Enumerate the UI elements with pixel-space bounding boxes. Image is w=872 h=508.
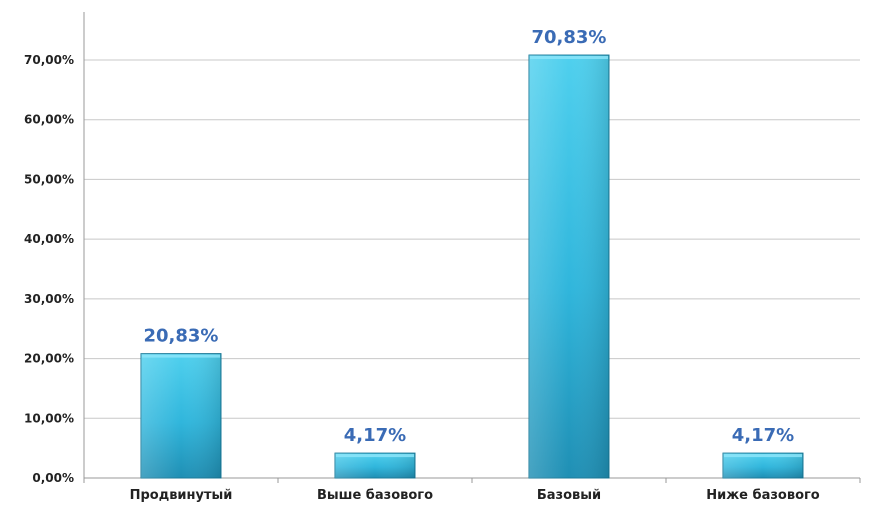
- y-tick-label: 40,00%: [24, 232, 74, 246]
- bar-highlight: [142, 354, 220, 358]
- category-label: Базовый: [537, 488, 601, 503]
- bars: [140, 54, 804, 479]
- y-tick-label: 0,00%: [32, 471, 74, 485]
- category-labels: Продвинутый Выше базового Базовый Ниже базо…: [130, 488, 820, 503]
- bar-shading: [335, 453, 415, 478]
- data-label: 4,17%: [344, 425, 406, 446]
- bar: [140, 353, 222, 479]
- bar-highlight: [724, 454, 802, 458]
- y-tick-label: 10,00%: [24, 411, 74, 425]
- y-tick-label: 70,00%: [24, 53, 74, 67]
- y-tick-label: 20,00%: [24, 352, 74, 366]
- bar-shading: [529, 55, 609, 479]
- y-tick-label: 60,00%: [24, 113, 74, 127]
- data-labels: 20,83% 4,17% 70,83% 4,17%: [144, 27, 795, 446]
- bar-highlight: [336, 454, 414, 458]
- bar-shading: [141, 353, 221, 478]
- y-tick-labels: 0,00% 10,00% 20,00% 30,00% 40,00% 50,00% 60,00…: [24, 53, 74, 485]
- bar: [722, 452, 804, 479]
- y-tick-label: 30,00%: [24, 292, 74, 306]
- category-label: Ниже базового: [706, 488, 820, 503]
- y-tick-label: 50,00%: [24, 172, 74, 186]
- bar-highlight: [530, 56, 608, 60]
- bar-shading: [723, 453, 803, 478]
- category-label: Продвинутый: [130, 488, 233, 503]
- data-label: 4,17%: [732, 425, 794, 446]
- data-label: 20,83%: [144, 326, 219, 347]
- category-label: Выше базового: [317, 488, 433, 503]
- data-label: 70,83%: [532, 27, 607, 48]
- bar: [528, 54, 610, 479]
- bar: [334, 452, 416, 479]
